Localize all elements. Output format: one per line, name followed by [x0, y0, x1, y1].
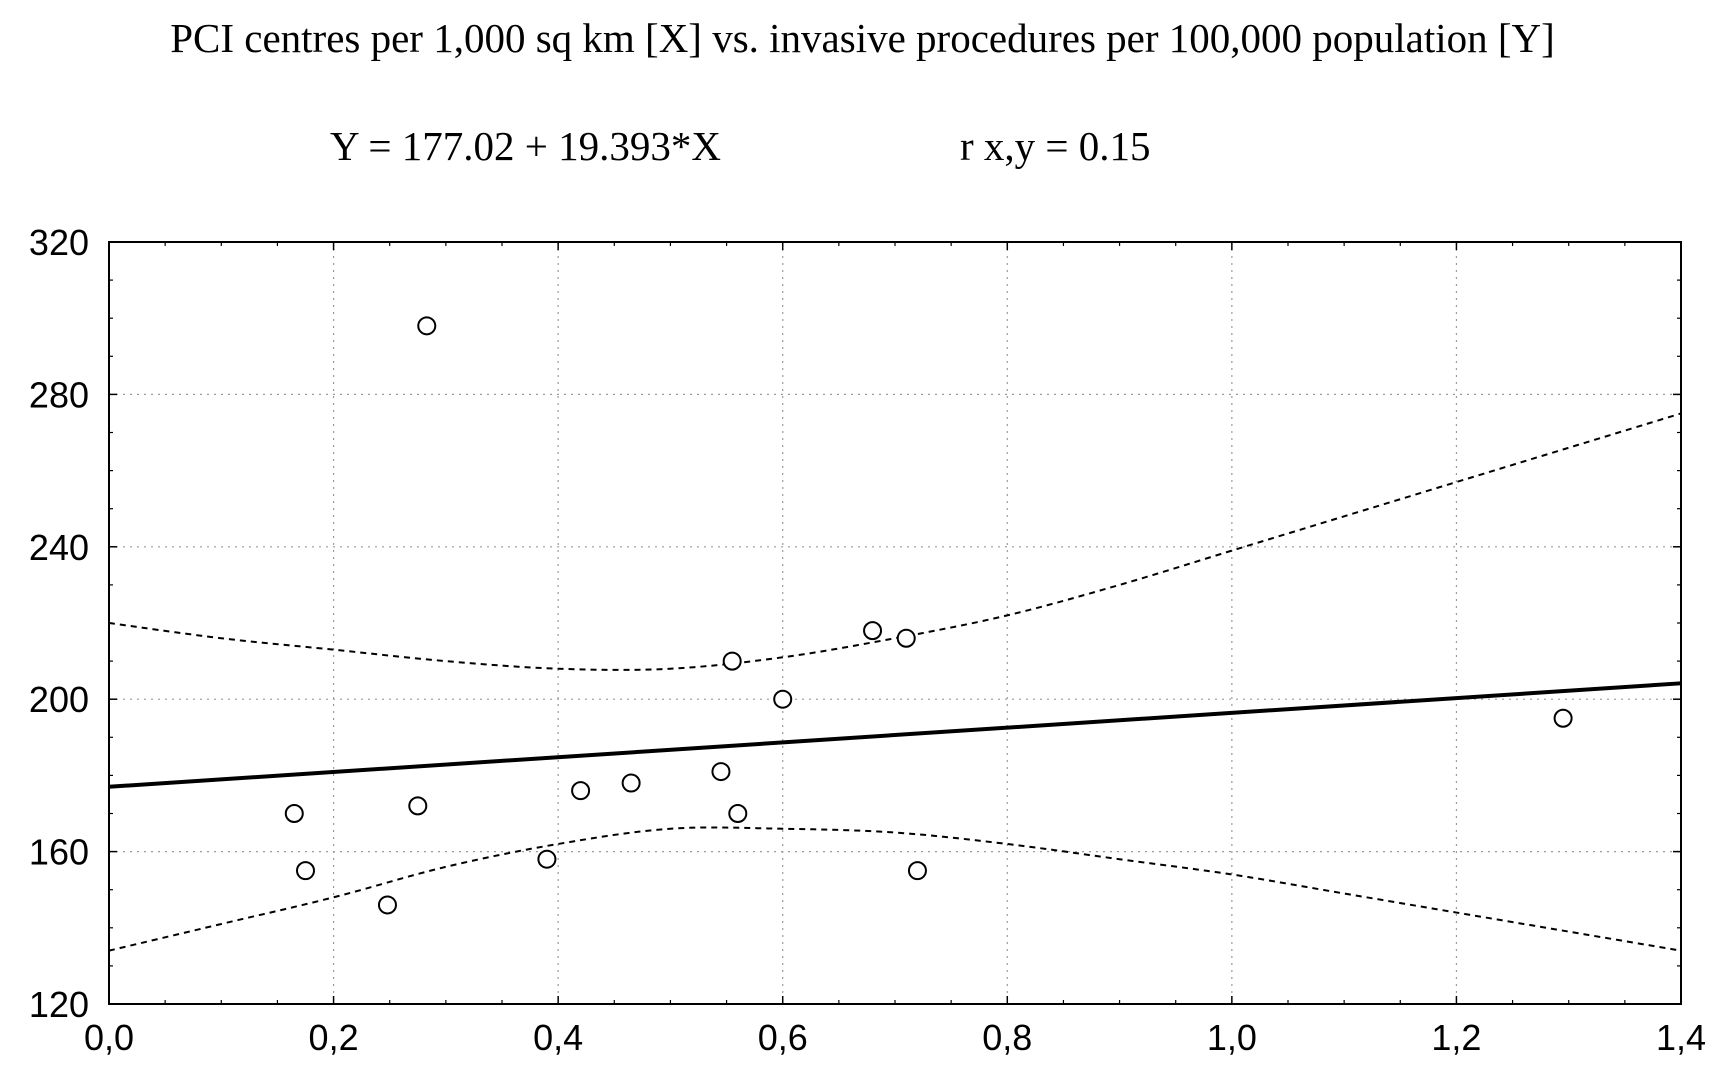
y-axis-ticks: 120 160 200 240 280 320: [29, 222, 1681, 1025]
regression-equation: Y = 177.02 + 19.393*X: [330, 123, 721, 169]
confidence-band: [108, 412, 1682, 952]
x-tick-label: 0,8: [982, 1017, 1032, 1058]
y-tick-label: 320: [29, 222, 89, 263]
y-tick-label: 240: [29, 527, 89, 568]
x-tick-label: 1,4: [1656, 1017, 1706, 1058]
minor-ticks: [109, 242, 1681, 1004]
y-tick-label: 160: [29, 832, 89, 873]
data-point: [863, 621, 883, 641]
data-point: [711, 762, 731, 782]
x-tick-label: 1,0: [1207, 1017, 1257, 1058]
regression-line: [108, 681, 1682, 789]
x-axis-ticks: 0,0 0,2 0,4 0,6 0,8 1,0 1,2 1,4: [84, 242, 1706, 1058]
data-point: [728, 804, 748, 823]
x-tick-label: 1,2: [1431, 1017, 1481, 1058]
data-point: [296, 861, 315, 881]
data-point: [377, 895, 397, 915]
x-tick-label: 0,6: [758, 1017, 808, 1058]
chart-title: PCI centres per 1,000 sq km [X] vs. inva…: [170, 15, 1555, 61]
data-point: [621, 773, 641, 793]
upper-confidence-line: [108, 412, 1682, 671]
lower-confidence-line: [108, 826, 1682, 952]
data-point: [408, 796, 428, 816]
x-tick-label: 0,0: [84, 1017, 134, 1058]
data-point: [722, 651, 742, 671]
y-tick-label: 200: [29, 679, 89, 720]
data-point: [284, 804, 304, 823]
grid-lines: [109, 242, 1681, 1004]
data-point: [907, 861, 927, 881]
x-tick-label: 0,2: [309, 1017, 359, 1058]
regression-layer: [108, 681, 1682, 789]
correlation-coefficient: r x,y = 0.15: [960, 123, 1151, 169]
data-point: [896, 628, 916, 648]
data-point: [537, 849, 557, 869]
data-points: [284, 316, 1573, 915]
y-tick-label: 280: [29, 374, 89, 415]
data-point: [773, 689, 793, 709]
data-point: [1553, 708, 1573, 728]
plot-frame: [108, 241, 1682, 1005]
data-point: [571, 781, 591, 801]
x-tick-label: 0,4: [533, 1017, 583, 1058]
y-tick-label: 120: [29, 984, 89, 1025]
data-point: [417, 316, 437, 336]
